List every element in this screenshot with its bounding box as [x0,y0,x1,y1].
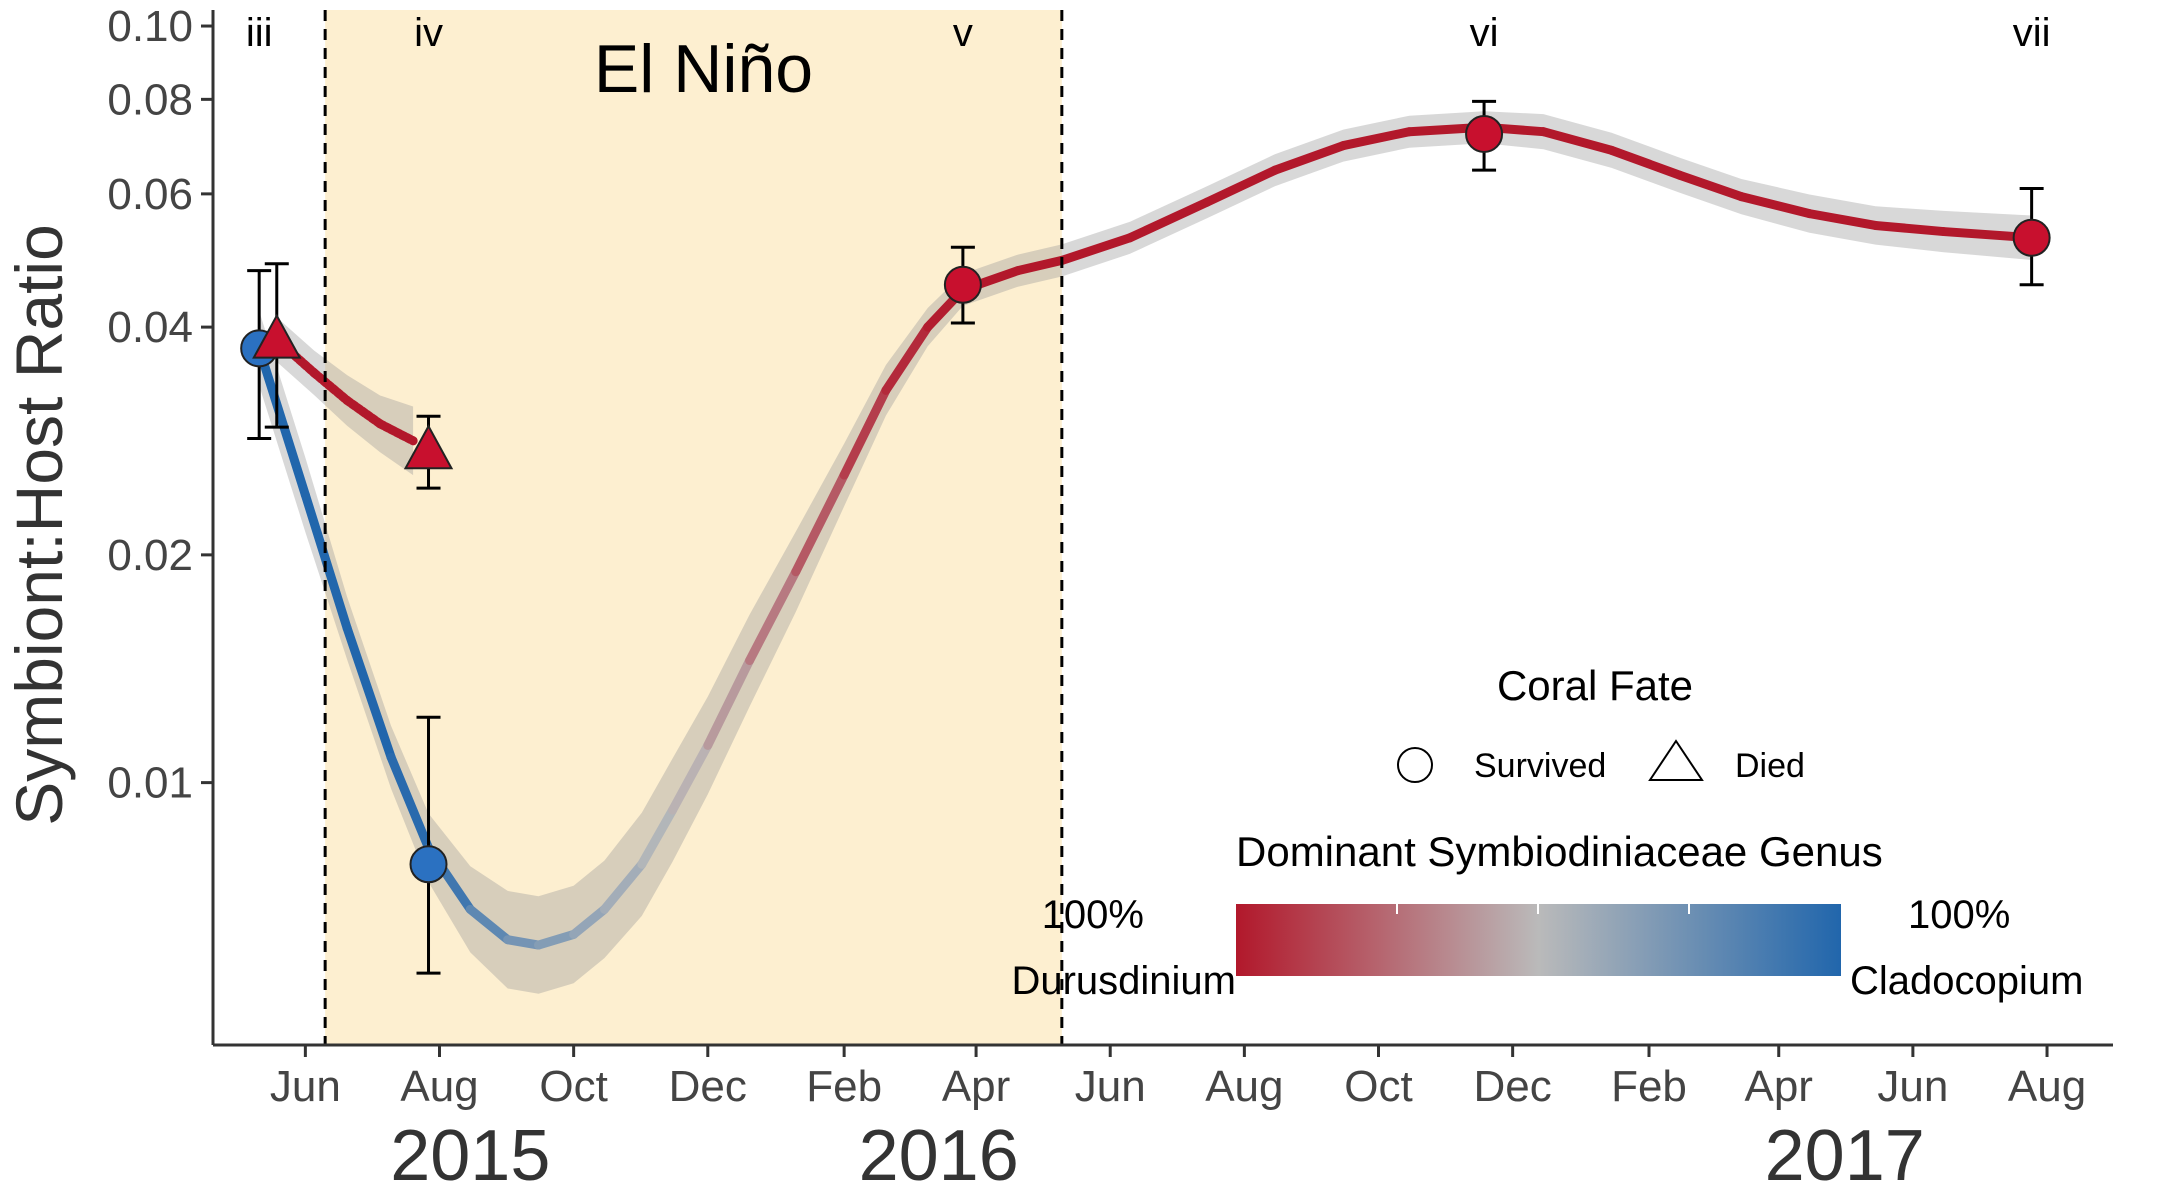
legend-survived-label: Survived [1474,747,1606,785]
smooth-line-segment [745,567,801,666]
legend-fate-title: Coral Fate [1497,662,1693,709]
smooth-line-segment [1057,233,1135,265]
smooth-line-segment [503,935,543,950]
x-tick-label: Dec [1474,1062,1552,1111]
smooth-line-segment [1202,165,1280,207]
phase-label: iv [414,11,443,55]
y-tick-label: 0.04 [107,303,193,352]
x-tick-label: Jun [1877,1062,1948,1111]
smooth-line-segment [1805,209,1880,230]
smooth-line-segment [1125,197,1212,243]
legend-survived-symbol [1397,747,1433,783]
x-tick-label: Jun [1075,1062,1146,1111]
legend-genus-title: Dominant Symbiodiniaceae Genus [1236,828,1883,875]
phase-label: iii [246,11,273,55]
genus-colorbar [1236,904,1841,976]
smooth-line-segment [569,904,609,939]
x-tick-label: Aug [1205,1062,1283,1111]
point-survived [1465,114,1504,153]
x-axis-ticks: Jun Aug Oct Dec Feb Apr Jun Aug Oct Dec Feb Apr Jun A… [270,1045,2086,1111]
legend-died-label: Died [1735,747,1805,785]
legend: Coral Fate Survived Died Dominant Symbio… [1011,662,2083,1003]
smooth-line-segment [791,470,849,577]
y-tick-label: 0.06 [107,170,193,219]
x-tick-label: Apr [1744,1062,1812,1111]
data-points [240,114,2051,884]
smooth-line-segment [254,343,310,500]
x-tick-label: Feb [1611,1062,1687,1111]
y-axis-title: Symbiont:Host Ratio [2,224,76,826]
smooth-line-segment [1871,220,1949,237]
legend-right-genus: Cladocopium [1850,959,2083,1003]
x-tick-label: Oct [539,1062,607,1111]
point-survived [409,845,448,884]
phase-labels: iii iv v vi vii [246,11,2051,55]
legend-right-percent: 100% [1908,893,2010,937]
year-labels: 2015 2016 2017 [390,1116,1925,1196]
x-tick-label: Oct [1344,1062,1412,1111]
x-tick-label: Jun [270,1062,341,1111]
smooth-line-segment [1736,192,1815,219]
y-tick-label: 0.01 [107,759,193,808]
x-tick-label: Feb [806,1062,882,1111]
x-tick-label: Aug [400,1062,478,1111]
year-label: 2015 [390,1116,550,1196]
phase-label: vii [2013,11,2051,55]
smooth-line-segment [465,904,513,945]
y-tick-label: 0.02 [107,531,193,580]
el-nino-label: El Niño [594,31,813,107]
point-died [252,313,302,359]
smooth-line-segment [533,929,579,950]
legend-died-symbol [1648,739,1704,781]
ribbon-survived [259,111,2032,994]
smooth-line-segment [599,859,647,914]
x-tick-label: Dec [669,1062,747,1111]
smooth-line-segment [309,368,352,405]
axes [211,10,2113,1047]
legend-left-genus: Durusdinium [1011,959,1236,1003]
point-survived [943,265,982,304]
smooth-line-segment [1675,170,1746,202]
smooth-line-segment [668,740,713,815]
smooth-line-segment [637,805,678,869]
x-tick-label: Aug [2008,1062,2086,1111]
smooth-line-segment [342,623,396,762]
legend-left-percent: 100% [1042,893,1144,937]
phase-label: v [953,11,973,55]
year-label: 2017 [1765,1116,1925,1196]
y-axis-ticks: 0.01 0.02 0.04 0.06 0.08 0.10 [107,2,213,808]
smooth-line-segment [1338,127,1414,151]
period-boundary-lines [323,10,1064,1045]
smooth-line-segment [1538,127,1617,155]
x-tick-label: Apr [942,1062,1010,1111]
y-tick-label: 0.08 [107,75,193,124]
year-label: 2016 [859,1116,1019,1196]
point-survived [2012,218,2051,257]
smooth-line-segment [386,752,434,853]
smooth-line-segment [342,395,385,429]
smooth-line-segment [881,322,933,395]
smooth-line-segment [703,656,755,750]
smooth-line-segment [1607,145,1685,180]
point-died [403,424,454,470]
smooth-line-segment [375,419,418,446]
y-tick-label: 0.10 [107,2,193,51]
phase-label: vi [1470,11,1499,55]
smooth-line-segment [1013,255,1067,276]
smooth-line-segment [1270,141,1348,175]
smooth-line-segment [839,385,891,480]
